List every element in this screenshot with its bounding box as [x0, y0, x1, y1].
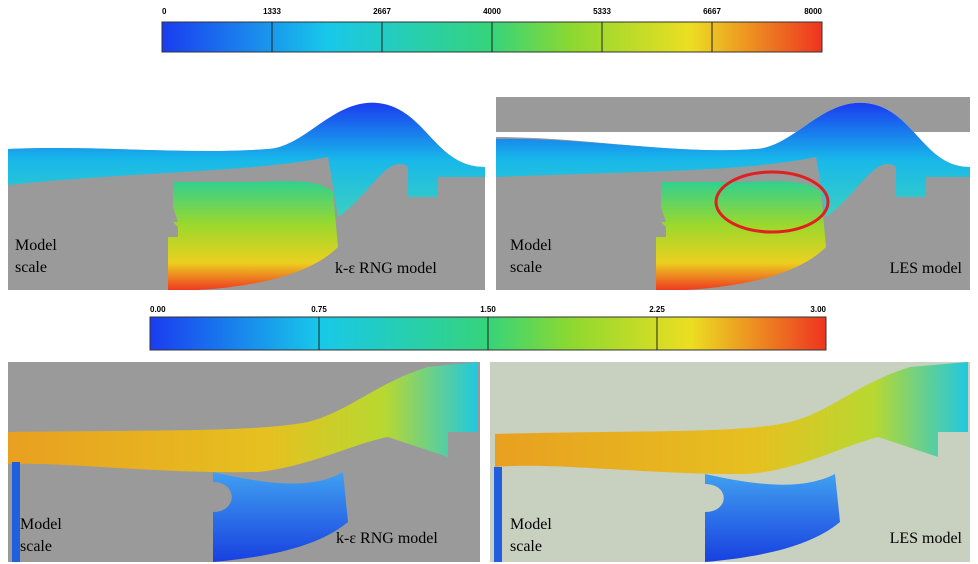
model-label: LES model	[890, 530, 963, 547]
scale-label: Model	[510, 237, 552, 254]
flow	[12, 462, 20, 562]
model-label: k-ε RNG model	[336, 530, 438, 547]
colorbar-tick-label: 2667	[373, 7, 391, 16]
colorbar-tick-label: 8000	[804, 7, 822, 16]
colorbar-tick-label: 6667	[703, 7, 721, 16]
colorbar-tick-label: 1.50	[480, 305, 496, 314]
colorbar-tick-label: 0.00	[150, 305, 166, 314]
scale-label: Model	[15, 237, 57, 254]
scale-label: Model	[20, 516, 62, 533]
scale-label: Model	[510, 516, 552, 533]
figure: 0 1333 2667 4000 5333 6667 8000 0.00 0.75 1.50 2.2…	[0, 0, 978, 564]
model-label: k-ε RNG model	[335, 260, 437, 277]
scale-label: scale	[15, 259, 47, 276]
colorbar-tick-label: 1333	[263, 7, 281, 16]
colorbar-tick-label: 0.75	[311, 305, 327, 314]
colorbar-tick-label: 4000	[483, 7, 501, 16]
scale-label: scale	[20, 538, 52, 555]
colorbar-tick-label: 5333	[593, 7, 611, 16]
model-label: LES model	[890, 260, 963, 277]
flow	[494, 467, 502, 562]
scale-label: scale	[510, 259, 542, 276]
colorbar-tick-label: 0	[162, 7, 167, 16]
scale-label: scale	[510, 538, 542, 555]
colorbar-tick-label: 2.25	[649, 305, 665, 314]
colorbar-tick-label: 3.00	[810, 305, 826, 314]
